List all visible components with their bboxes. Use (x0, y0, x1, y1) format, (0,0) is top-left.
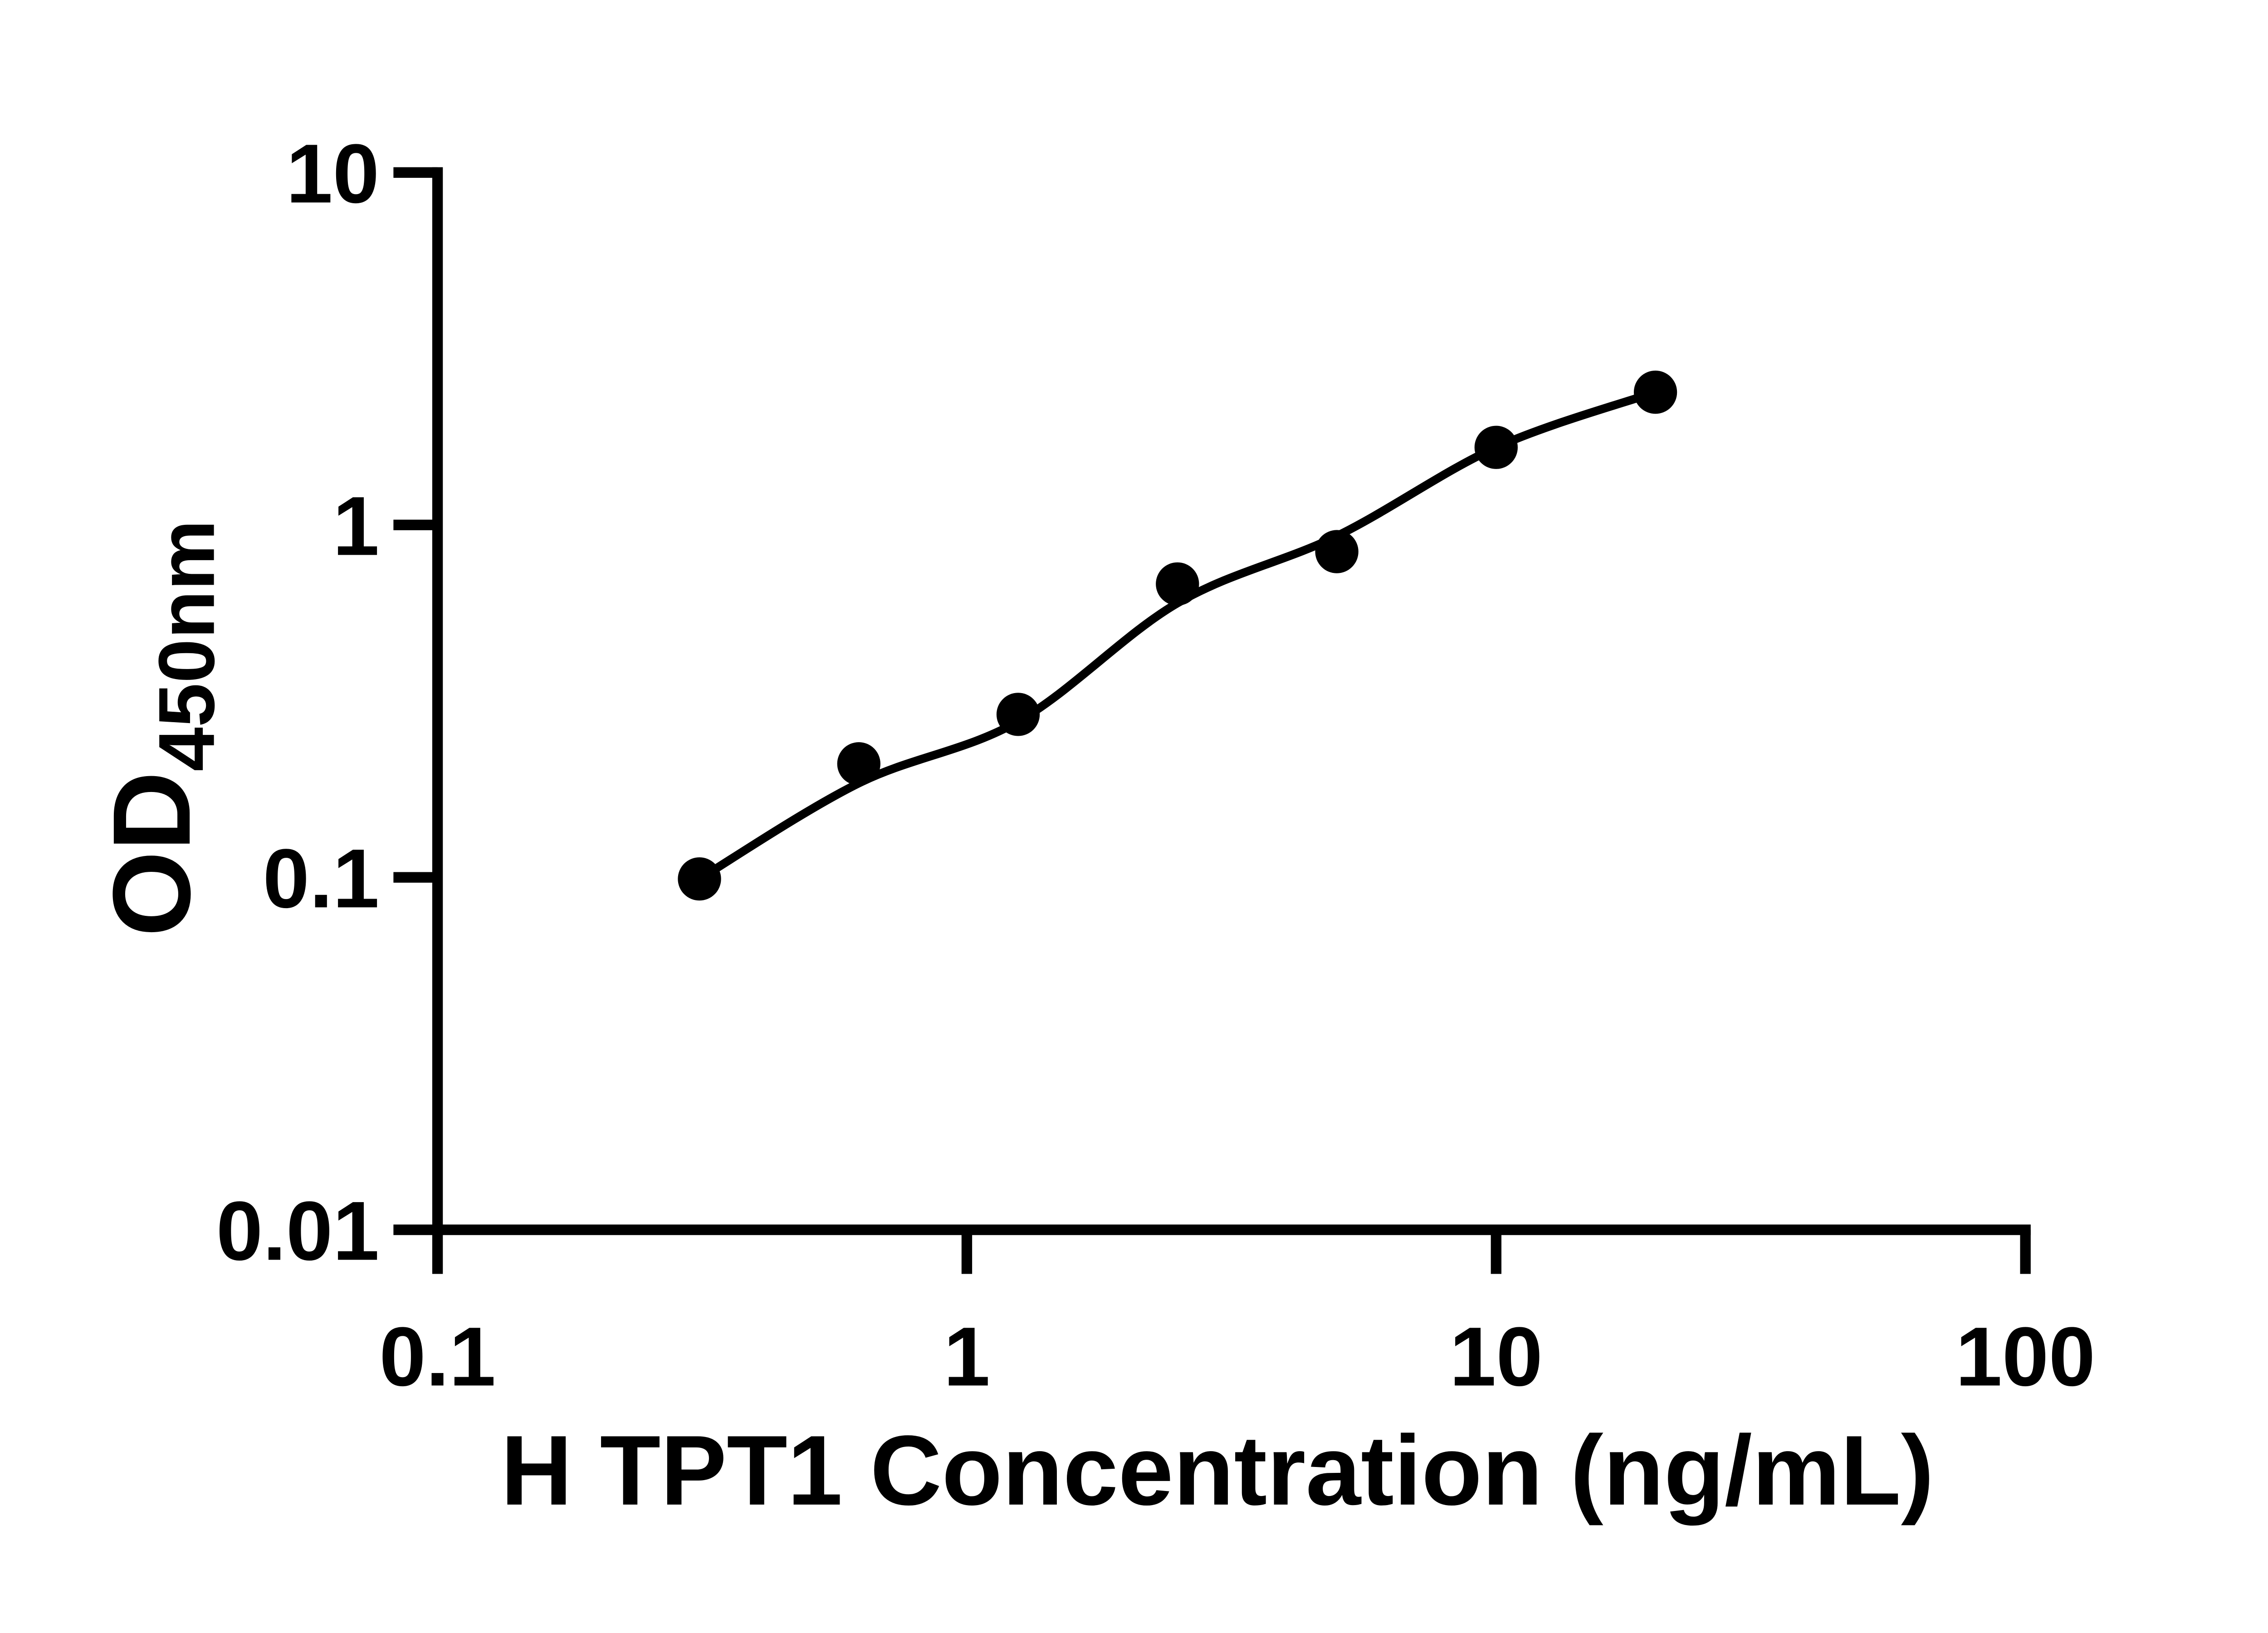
y-axis-title-base: OD (90, 771, 213, 937)
y-axis-title-subscript: 450nm (143, 520, 231, 772)
y-tick-label-0.1: 0.1 (263, 832, 379, 925)
x-tick-label-0.1: 0.1 (379, 1310, 496, 1403)
data-point-2 (837, 742, 880, 786)
x-axis-ticks (432, 1230, 2031, 1274)
x-tick-label-1: 1 (943, 1310, 990, 1403)
data-point-5 (1315, 530, 1359, 573)
axes (432, 167, 2031, 1235)
data-point-4 (1156, 562, 1199, 606)
y-tick-label-1: 1 (333, 479, 380, 573)
x-axis-tick-labels: 0.1 1 10 100 (379, 1310, 2095, 1403)
data-point-6 (1474, 425, 1518, 469)
y-axis-title: OD450nm (90, 520, 231, 937)
y-axis-ticks (393, 167, 438, 1235)
data-layer (678, 371, 1677, 901)
x-tick-label-10: 10 (1450, 1310, 1543, 1403)
y-axis-tick-labels: 0.01 0.1 1 10 (216, 127, 380, 1278)
y-tick-label-0.01: 0.01 (216, 1184, 380, 1278)
data-point-1 (678, 857, 721, 901)
x-tick-label-100: 100 (1955, 1310, 2095, 1403)
fit-curve-line (697, 388, 1657, 883)
data-point-3 (996, 693, 1040, 736)
y-tick-label-10: 10 (286, 127, 380, 220)
data-point-7 (1633, 371, 1677, 414)
x-axis-title: H TPT1 Concentration (ng/mL) (501, 1415, 1934, 1526)
data-points (678, 371, 1677, 901)
